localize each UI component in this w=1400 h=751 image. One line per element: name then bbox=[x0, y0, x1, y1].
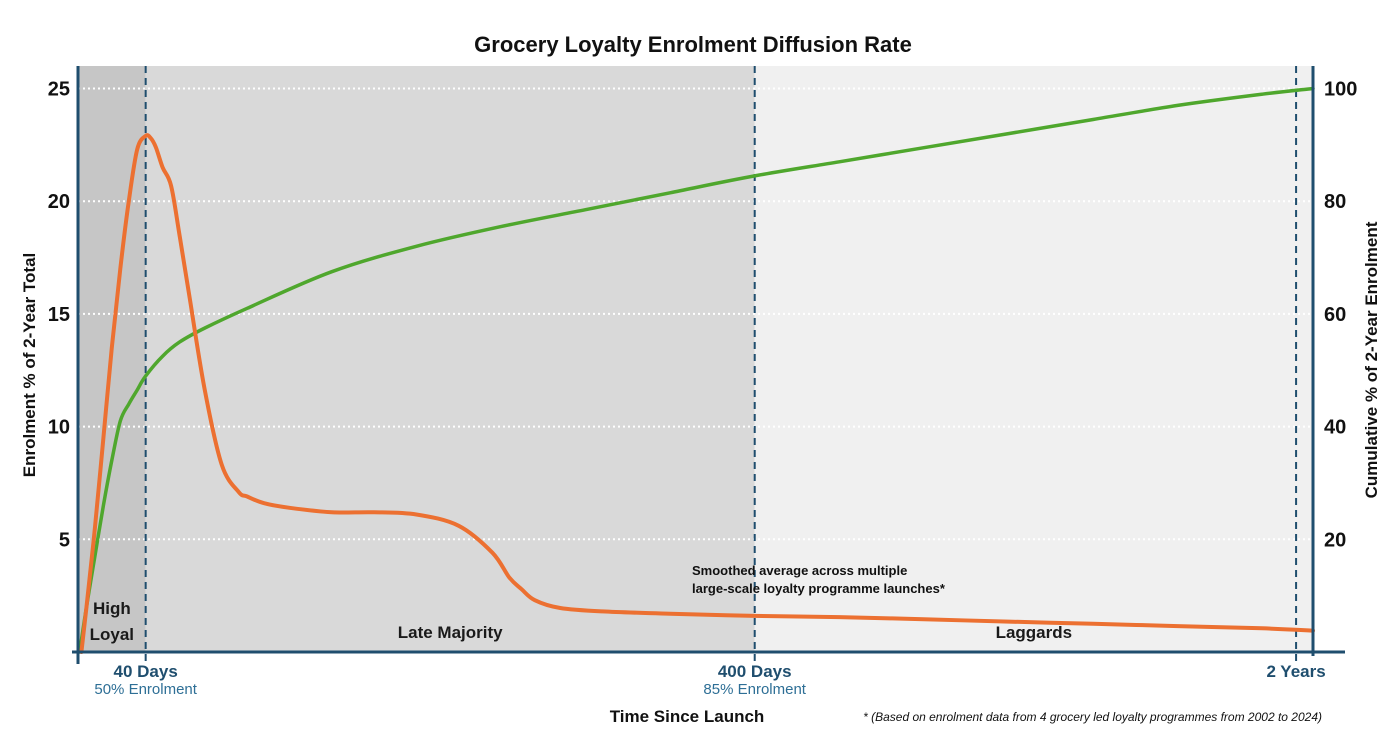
axes-layer bbox=[72, 66, 1345, 664]
series-line-enrolment-of-2-year-total bbox=[79, 133, 1315, 654]
annotation-line-2: large-scale loyalty programme launches* bbox=[692, 581, 946, 596]
right-y-axis-title: Cumulative % of 2-Year Enrolment bbox=[1362, 221, 1381, 498]
chart-title: Grocery Loyalty Enrolment Diffusion Rate bbox=[474, 32, 912, 57]
marker-label-2-years: 2 Years bbox=[1266, 662, 1325, 681]
left-tick-10: 10 bbox=[48, 417, 70, 439]
right-tick-40: 40 bbox=[1324, 417, 1346, 439]
region-label-laggards-0: Laggards bbox=[996, 623, 1073, 642]
left-tick-20: 20 bbox=[48, 191, 70, 213]
region-label-high-loyal-1: Loyal bbox=[90, 625, 134, 644]
x-axis-title: Time Since Launch bbox=[610, 707, 765, 726]
left-tick-15: 15 bbox=[48, 304, 70, 326]
left-tick-5: 5 bbox=[59, 529, 70, 551]
annotation-line-1: Smoothed average across multiple bbox=[692, 563, 907, 578]
marker-label-40-days: 40 Days bbox=[114, 662, 178, 681]
marker-sub-40-days: 50% Enrolment bbox=[94, 681, 197, 698]
left-tick-25: 25 bbox=[48, 79, 70, 101]
left-y-axis-title: Enrolment % of 2-Year Total bbox=[20, 253, 39, 478]
footnote: * (Based on enrolment data from 4 grocer… bbox=[863, 710, 1322, 724]
region-label-late-majority-0: Late Majority bbox=[398, 623, 503, 642]
marker-label-400-days: 400 Days bbox=[718, 662, 792, 681]
gridlines-layer bbox=[78, 87, 1313, 541]
marker-lines-layer bbox=[144, 66, 1298, 662]
series-line-cumulative-of-2-year-enrolment bbox=[77, 86, 1315, 654]
regions-layer bbox=[78, 66, 1313, 652]
marker-sub-400-days: 85% Enrolment bbox=[703, 681, 806, 698]
right-tick-60: 60 bbox=[1324, 304, 1346, 326]
region-late-majority bbox=[145, 66, 755, 652]
region-laggards bbox=[754, 66, 1313, 652]
region-label-high-loyal-0: High bbox=[93, 599, 131, 618]
series-layer bbox=[77, 86, 1315, 654]
right-tick-80: 80 bbox=[1324, 191, 1346, 213]
right-tick-100: 100 bbox=[1324, 79, 1357, 101]
right-tick-20: 20 bbox=[1324, 529, 1346, 551]
